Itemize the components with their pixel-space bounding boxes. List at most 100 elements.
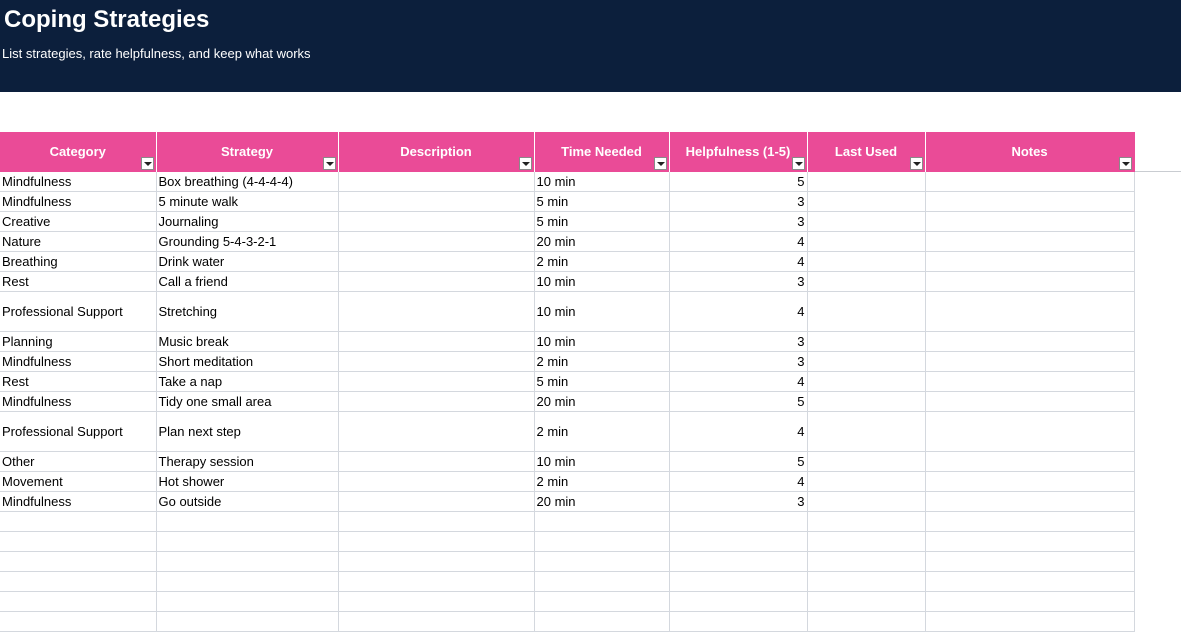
helpfulness-cell[interactable]: 4 xyxy=(669,251,808,272)
filter-dropdown-icon[interactable] xyxy=(322,157,336,170)
description-cell[interactable] xyxy=(338,251,535,272)
empty-cell[interactable] xyxy=(534,591,670,612)
strategy-cell[interactable]: Box breathing (4-4-4-4) xyxy=(156,172,339,192)
last-used-cell[interactable] xyxy=(807,471,926,492)
strategy-cell[interactable]: Tidy one small area xyxy=(156,391,339,412)
last-used-cell[interactable] xyxy=(807,291,926,332)
empty-cell[interactable] xyxy=(0,571,157,592)
empty-cell[interactable] xyxy=(156,611,339,632)
time-needed-cell[interactable]: 10 min xyxy=(534,172,670,192)
time-needed-cell[interactable]: 10 min xyxy=(534,291,670,332)
helpfulness-cell[interactable]: 3 xyxy=(669,331,808,352)
category-cell[interactable]: Mindfulness xyxy=(0,191,157,212)
notes-cell[interactable] xyxy=(925,411,1135,452)
empty-cell[interactable] xyxy=(338,551,535,572)
description-cell[interactable] xyxy=(338,491,535,512)
empty-cell[interactable] xyxy=(807,551,926,572)
helpfulness-cell[interactable]: 3 xyxy=(669,491,808,512)
column-header-description[interactable]: Description xyxy=(338,132,535,172)
category-cell[interactable]: Mindfulness xyxy=(0,391,157,412)
notes-cell[interactable] xyxy=(925,471,1135,492)
filter-dropdown-icon[interactable] xyxy=(140,157,154,170)
empty-cell[interactable] xyxy=(925,531,1135,552)
empty-cell[interactable] xyxy=(338,571,535,592)
time-needed-cell[interactable]: 10 min xyxy=(534,451,670,472)
filter-dropdown-icon[interactable] xyxy=(653,157,667,170)
last-used-cell[interactable] xyxy=(807,371,926,392)
last-used-cell[interactable] xyxy=(807,451,926,472)
last-used-cell[interactable] xyxy=(807,391,926,412)
empty-cell[interactable] xyxy=(925,611,1135,632)
strategy-cell[interactable]: Therapy session xyxy=(156,451,339,472)
strategy-cell[interactable]: Hot shower xyxy=(156,471,339,492)
time-needed-cell[interactable]: 20 min xyxy=(534,391,670,412)
notes-cell[interactable] xyxy=(925,191,1135,212)
helpfulness-cell[interactable]: 3 xyxy=(669,351,808,372)
empty-cell[interactable] xyxy=(0,591,157,612)
column-header-strategy[interactable]: Strategy xyxy=(156,132,339,172)
notes-cell[interactable] xyxy=(925,211,1135,232)
category-cell[interactable]: Other xyxy=(0,451,157,472)
empty-cell[interactable] xyxy=(925,511,1135,532)
time-needed-cell[interactable]: 2 min xyxy=(534,471,670,492)
category-cell[interactable]: Professional Support xyxy=(0,291,157,332)
strategy-cell[interactable]: 5 minute walk xyxy=(156,191,339,212)
helpfulness-cell[interactable]: 3 xyxy=(669,191,808,212)
time-needed-cell[interactable]: 10 min xyxy=(534,331,670,352)
category-cell[interactable]: Professional Support xyxy=(0,411,157,452)
filter-dropdown-icon[interactable] xyxy=(1118,157,1132,170)
empty-cell[interactable] xyxy=(807,611,926,632)
last-used-cell[interactable] xyxy=(807,231,926,252)
description-cell[interactable] xyxy=(338,451,535,472)
helpfulness-cell[interactable]: 3 xyxy=(669,211,808,232)
empty-cell[interactable] xyxy=(156,571,339,592)
empty-cell[interactable] xyxy=(0,531,157,552)
category-cell[interactable]: Movement xyxy=(0,471,157,492)
strategy-cell[interactable]: Plan next step xyxy=(156,411,339,452)
empty-cell[interactable] xyxy=(925,571,1135,592)
category-cell[interactable]: Breathing xyxy=(0,251,157,272)
empty-cell[interactable] xyxy=(156,511,339,532)
last-used-cell[interactable] xyxy=(807,211,926,232)
notes-cell[interactable] xyxy=(925,271,1135,292)
empty-cell[interactable] xyxy=(0,611,157,632)
empty-cell[interactable] xyxy=(338,611,535,632)
helpfulness-cell[interactable]: 5 xyxy=(669,172,808,192)
description-cell[interactable] xyxy=(338,351,535,372)
description-cell[interactable] xyxy=(338,271,535,292)
notes-cell[interactable] xyxy=(925,491,1135,512)
description-cell[interactable] xyxy=(338,471,535,492)
notes-cell[interactable] xyxy=(925,351,1135,372)
empty-cell[interactable] xyxy=(669,571,808,592)
strategy-cell[interactable]: Journaling xyxy=(156,211,339,232)
category-cell[interactable]: Creative xyxy=(0,211,157,232)
empty-cell[interactable] xyxy=(807,511,926,532)
empty-cell[interactable] xyxy=(338,591,535,612)
empty-cell[interactable] xyxy=(534,551,670,572)
category-cell[interactable]: Rest xyxy=(0,371,157,392)
column-header-category[interactable]: Category xyxy=(0,132,157,172)
notes-cell[interactable] xyxy=(925,371,1135,392)
description-cell[interactable] xyxy=(338,231,535,252)
empty-cell[interactable] xyxy=(534,611,670,632)
time-needed-cell[interactable]: 10 min xyxy=(534,271,670,292)
helpfulness-cell[interactable]: 4 xyxy=(669,231,808,252)
description-cell[interactable] xyxy=(338,371,535,392)
empty-cell[interactable] xyxy=(807,591,926,612)
notes-cell[interactable] xyxy=(925,291,1135,332)
filter-dropdown-icon[interactable] xyxy=(909,157,923,170)
last-used-cell[interactable] xyxy=(807,191,926,212)
helpfulness-cell[interactable]: 4 xyxy=(669,411,808,452)
time-needed-cell[interactable]: 2 min xyxy=(534,351,670,372)
empty-cell[interactable] xyxy=(669,551,808,572)
last-used-cell[interactable] xyxy=(807,331,926,352)
category-cell[interactable]: Mindfulness xyxy=(0,491,157,512)
description-cell[interactable] xyxy=(338,172,535,192)
description-cell[interactable] xyxy=(338,391,535,412)
last-used-cell[interactable] xyxy=(807,251,926,272)
helpfulness-cell[interactable]: 4 xyxy=(669,371,808,392)
empty-cell[interactable] xyxy=(534,511,670,532)
filter-dropdown-icon[interactable] xyxy=(518,157,532,170)
empty-cell[interactable] xyxy=(925,551,1135,572)
column-header-notes[interactable]: Notes xyxy=(925,132,1135,172)
